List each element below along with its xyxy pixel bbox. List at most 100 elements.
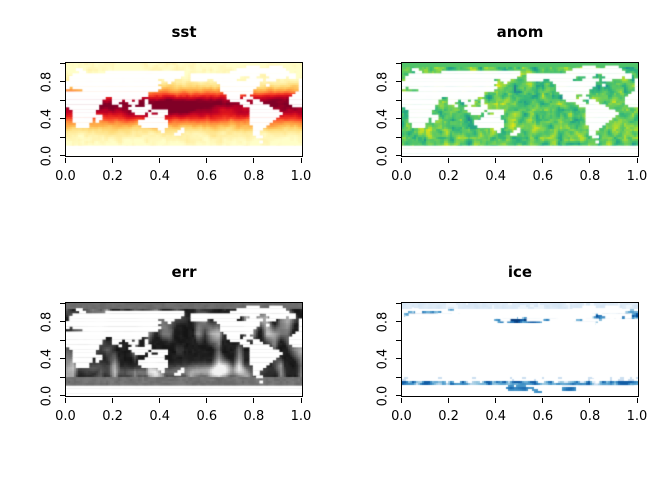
y-axis-tick	[396, 62, 401, 64]
y-axis-tick-label: 0.8	[375, 311, 391, 332]
x-axis-tick-label: 0.6	[532, 169, 554, 184]
y-axis-tick	[396, 358, 401, 359]
y-axis-tick	[396, 81, 401, 82]
x-axis-tick-label: 1.0	[626, 409, 648, 424]
panel-title-anom: anom	[496, 23, 544, 41]
panel-title-ice: ice	[507, 263, 533, 281]
map-canvas-err	[66, 303, 302, 396]
y-axis-tick-label: 0.4	[39, 348, 55, 369]
y-axis-tick	[60, 339, 65, 341]
x-axis-tick-label: 0.0	[391, 169, 412, 184]
plot-area-anom	[401, 62, 639, 157]
y-axis-tick-label: 0.8	[39, 71, 55, 92]
x-axis-tick-label: 0.4	[485, 169, 507, 184]
y-axis-tick	[396, 99, 401, 101]
y-axis-tick	[60, 136, 65, 138]
plot-area-err	[65, 302, 303, 397]
y-axis-tick	[396, 395, 401, 396]
y-axis-tick	[396, 118, 401, 119]
x-axis-tick	[495, 158, 497, 163]
x-axis-tick-label: 0.8	[579, 409, 601, 424]
x-axis-tick-label: 1.0	[626, 169, 648, 184]
panel-sst: sst 0.0 0.2 0.4 0.6 0.8 1.0 0.0 0.4 0.8	[0, 0, 336, 240]
y-axis-tick-label: 0.0	[375, 385, 391, 406]
x-axis-tick-label: 0.6	[196, 169, 218, 184]
x-axis-tick-label: 0.0	[55, 409, 76, 424]
plot-area-sst	[65, 62, 303, 157]
y-axis-tick	[396, 321, 401, 322]
x-axis-tick	[300, 398, 302, 403]
x-axis-tick	[65, 158, 66, 163]
map-canvas-sst	[66, 63, 302, 156]
x-axis-tick-label: 0.2	[102, 169, 123, 184]
panel-err: err 0.0 0.2 0.4 0.6 0.8 1.0 0.0 0.4 0.8	[0, 240, 336, 480]
x-axis-tick-label: 0.2	[438, 409, 459, 424]
y-axis-tick	[396, 339, 401, 341]
y-axis-tick	[396, 155, 401, 156]
y-axis-tick	[396, 136, 401, 138]
x-axis-tick	[159, 398, 161, 403]
y-axis-tick-label: 0.4	[39, 108, 55, 129]
x-axis-tick-label: 0.4	[149, 409, 171, 424]
x-axis-tick-label: 0.0	[55, 169, 76, 184]
x-axis-tick-label: 0.8	[243, 169, 265, 184]
x-axis-tick-label: 0.4	[485, 409, 507, 424]
y-axis-tick	[60, 155, 65, 156]
x-axis-tick	[542, 158, 544, 163]
x-axis-tick	[206, 398, 208, 403]
y-axis-tick-label: 0.0	[375, 145, 391, 166]
y-axis-tick	[60, 395, 65, 396]
panel-ice: ice 0.0 0.2 0.4 0.6 0.8 1.0 0.0 0.4 0.8	[336, 240, 672, 480]
y-axis-tick	[396, 302, 401, 304]
x-axis-tick-label: 0.2	[102, 409, 123, 424]
x-axis-tick	[589, 158, 591, 163]
x-axis-tick-label: 0.6	[532, 409, 554, 424]
x-axis-tick	[495, 398, 497, 403]
y-axis-tick	[60, 302, 65, 304]
y-axis-tick	[396, 376, 401, 378]
x-axis-tick	[589, 398, 591, 403]
panel-title-err: err	[171, 263, 197, 281]
panel-anom: anom 0.0 0.2 0.4 0.6 0.8 1.0 0.0 0.4 0.8	[336, 0, 672, 240]
y-axis-tick-label: 0.8	[375, 71, 391, 92]
x-axis-tick	[253, 398, 255, 403]
x-axis-tick	[159, 158, 161, 163]
y-axis-tick-label: 0.4	[375, 348, 391, 369]
x-axis-tick	[636, 398, 638, 403]
x-axis-tick-label: 0.4	[149, 169, 171, 184]
x-axis-tick	[300, 158, 302, 163]
x-axis-tick-label: 0.8	[579, 169, 601, 184]
x-axis-tick	[448, 158, 450, 163]
y-axis-tick-label: 0.0	[39, 145, 55, 166]
x-axis-tick	[636, 158, 638, 163]
y-axis-tick-label: 0.0	[39, 385, 55, 406]
y-axis-tick	[60, 358, 65, 359]
x-axis-tick-label: 0.0	[391, 409, 412, 424]
y-axis-tick	[60, 118, 65, 119]
x-axis-tick	[401, 398, 402, 403]
map-canvas-anom	[402, 63, 638, 156]
x-axis-tick-label: 0.6	[196, 409, 218, 424]
x-axis-tick	[112, 158, 114, 163]
plot-area-ice	[401, 302, 639, 397]
x-axis-tick-label: 0.2	[438, 169, 459, 184]
x-axis-tick	[206, 158, 208, 163]
x-axis-tick	[253, 158, 255, 163]
y-axis-tick	[60, 99, 65, 101]
x-axis-tick	[112, 398, 114, 403]
y-axis-tick	[60, 81, 65, 82]
panel-title-sst: sst	[171, 23, 197, 41]
x-axis-tick	[448, 398, 450, 403]
map-canvas-ice	[402, 303, 638, 396]
x-axis-tick	[401, 158, 402, 163]
y-axis-tick	[60, 321, 65, 322]
x-axis-tick	[542, 398, 544, 403]
y-axis-tick	[60, 62, 65, 64]
x-axis-tick-label: 0.8	[243, 409, 265, 424]
x-axis-tick-label: 1.0	[290, 169, 312, 184]
y-axis-tick-label: 0.8	[39, 311, 55, 332]
y-axis-tick	[60, 376, 65, 378]
x-axis-tick	[65, 398, 66, 403]
y-axis-tick-label: 0.4	[375, 108, 391, 129]
